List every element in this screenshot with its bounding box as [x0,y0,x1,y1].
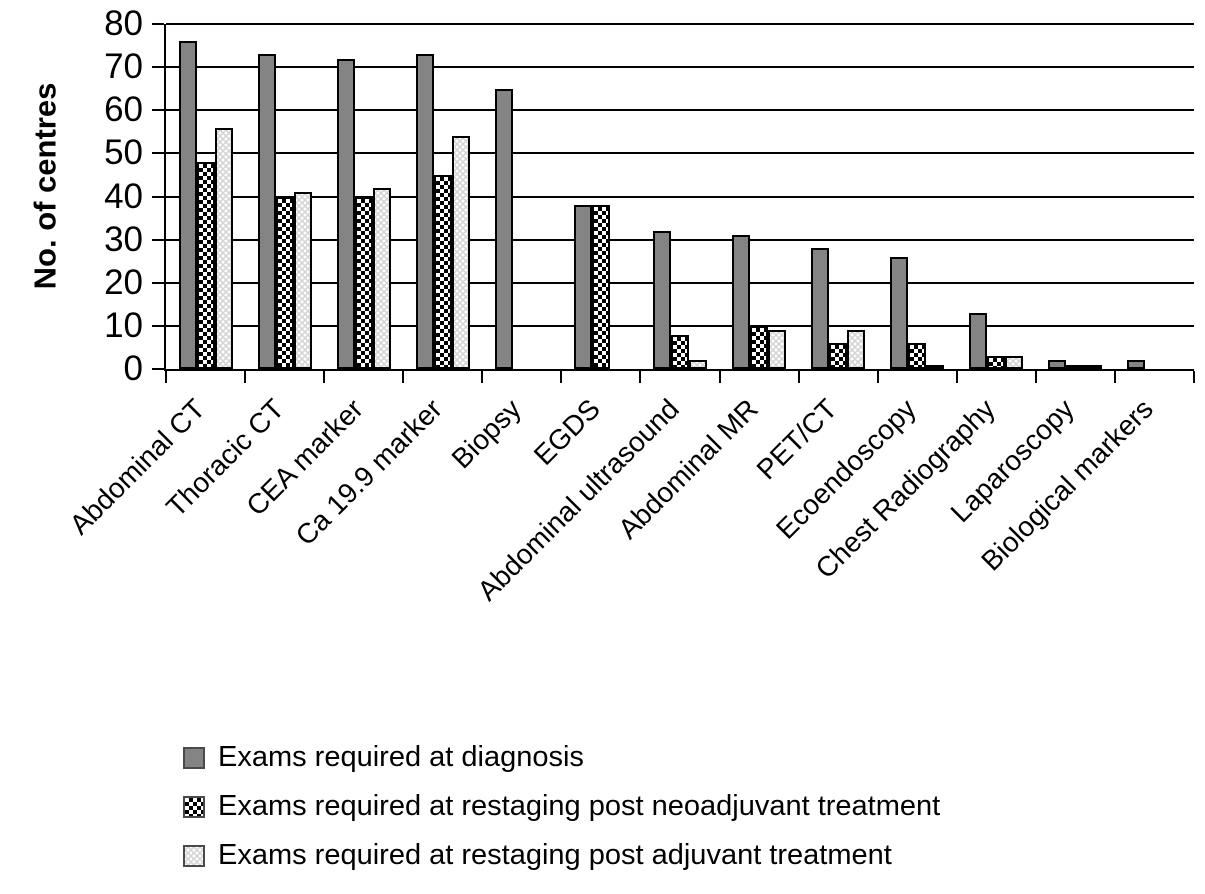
y-tick-mark [152,324,164,327]
x-tick-mark [876,371,879,383]
gridline-y-30 [166,238,1194,241]
x-tick-mark [639,371,642,383]
y-tick-label-70: 70 [104,47,143,87]
bar-ecoendoscopy-series-3 [926,364,945,369]
bar-pet-ct-series-2 [829,343,848,369]
plot-area [152,23,1195,383]
bar-ecoendoscopy-series-1 [890,256,909,369]
x-tick-mark [560,371,563,383]
bar-chest-radiography-series-3 [1005,356,1024,369]
y-tick-mark [152,368,164,370]
x-tick-mark [718,371,721,383]
bar-laparoscopy-series-3 [1084,364,1103,369]
x-tick-mark [1034,371,1037,383]
y-tick-mark [152,152,164,155]
bar-ca-19-9-marker-series-2 [433,174,452,369]
bar-laparoscopy-series-1 [1048,360,1067,369]
legend-item-2: Exams required at restaging post neoadju… [183,782,940,831]
legend-label-1: Exams required at diagnosis [218,741,584,773]
y-tick-mark [152,195,164,198]
bar-abdominal-ct-series-1 [178,41,197,369]
bar-ecoendoscopy-series-2 [908,343,927,369]
bar-cea-marker-series-3 [372,187,391,369]
bar-pet-ct-series-3 [847,330,866,369]
bar-ca-19-9-marker-series-3 [451,136,470,369]
x-tick-mark [244,371,247,383]
bar-abdominal-ct-series-2 [196,162,215,369]
bar-abdominal-ultrasound-series-2 [671,334,689,369]
bar-thoracic-ct-series-1 [257,54,276,369]
bar-abdominal-mr-series-2 [750,325,769,369]
bar-abdominal-mr-series-1 [732,235,751,369]
legend-label-3: Exams required at restaging post adjuvan… [218,839,892,871]
legend: Exams required at diagnosis Exams require… [183,733,940,880]
gridline-y-80 [166,23,1194,25]
y-tick-mark [152,109,164,112]
bar-cea-marker-series-2 [354,196,373,369]
gridline-y-10 [166,324,1194,327]
bar-ca-19-9-marker-series-1 [415,54,434,369]
bar-biological-markers-series-1 [1127,360,1146,369]
bar-abdominal-ultrasound-series-3 [689,360,707,369]
bar-pet-ct-series-1 [811,248,830,369]
bar-biopsy-series-1 [494,88,513,369]
bar-abdominal-ultrasound-series-1 [653,231,671,369]
bar-laparoscopy-series-2 [1066,364,1085,369]
x-tick-mark [1113,371,1116,383]
y-tick-label-60: 60 [104,90,143,130]
legend-item-3: Exams required at restaging post adjuvan… [183,831,940,880]
gridline-y-60 [166,109,1194,112]
bar-egds-series-1 [573,205,592,369]
legend-label-2: Exams required at restaging post neoadju… [218,790,941,822]
gridline-y-20 [166,281,1194,284]
legend-swatch-black-white-checkerboard-icon [183,795,205,818]
y-tick-label-20: 20 [104,262,143,302]
y-tick-label-0: 0 [123,349,143,388]
y-tick-mark [152,281,164,284]
y-tick-label-50: 50 [104,133,143,173]
y-tick-mark [152,238,164,241]
bar-thoracic-ct-series-3 [293,192,312,369]
bar-chest-radiography-series-1 [969,312,988,369]
x-tick-mark [481,371,484,383]
x-tick-mark [955,371,958,383]
x-tick-mark [1193,371,1195,383]
legend-swatch-solid-gray-icon [183,746,205,769]
gridline-y-50 [166,152,1194,155]
bar-egds-series-2 [591,205,610,369]
bar-thoracic-ct-series-2 [275,196,294,369]
x-tick-mark [323,371,326,383]
gridline-y-70 [166,66,1194,69]
legend-item-1: Exams required at diagnosis [183,733,940,782]
y-tick-label-40: 40 [104,176,143,216]
bar-abdominal-mr-series-3 [768,330,787,369]
y-tick-mark [152,66,164,69]
y-tick-mark [152,23,164,25]
bar-abdominal-ct-series-3 [214,127,233,369]
x-tick-mark [797,371,800,383]
y-tick-label-80: 80 [104,4,143,43]
x-tick-mark [165,371,167,383]
y-tick-label-30: 30 [104,219,143,259]
gridline-y-40 [166,195,1194,198]
legend-swatch-dotted-light-gray-icon [183,844,205,867]
x-tick-mark [402,371,405,383]
bar-chest-radiography-series-2 [987,356,1006,369]
y-tick-label-10: 10 [104,305,143,345]
bar-cea-marker-series-1 [336,58,355,369]
